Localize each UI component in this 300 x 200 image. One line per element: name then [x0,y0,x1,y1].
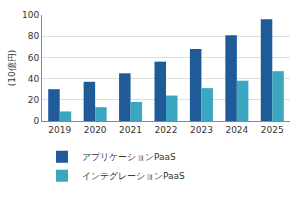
svg-text:2019: 2019 [48,125,71,135]
svg-text:2020: 2020 [84,125,107,135]
svg-text:2023: 2023 [190,125,213,135]
svg-text:80: 80 [28,31,40,41]
svg-text:(10億円): (10億円) [7,50,17,86]
svg-text:インテグレーションPaaS: インテグレーションPaaS [82,171,185,181]
svg-text:40: 40 [28,74,40,84]
svg-text:100: 100 [22,10,39,20]
svg-text:2022: 2022 [155,125,178,135]
svg-text:2025: 2025 [261,125,284,135]
svg-text:60: 60 [28,53,40,63]
svg-text:20: 20 [28,95,40,105]
svg-text:2024: 2024 [225,125,248,135]
svg-text:2021: 2021 [119,125,142,135]
svg-text:0: 0 [33,116,39,126]
svg-text:アプリケーションPaaS: アプリケーションPaaS [82,152,176,162]
